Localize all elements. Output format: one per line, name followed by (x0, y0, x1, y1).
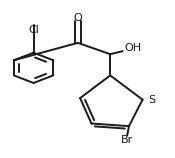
Text: OH: OH (124, 43, 142, 53)
Text: S: S (148, 95, 155, 105)
Text: O: O (74, 13, 82, 23)
Text: Br: Br (121, 135, 133, 145)
Text: Cl: Cl (28, 25, 39, 35)
